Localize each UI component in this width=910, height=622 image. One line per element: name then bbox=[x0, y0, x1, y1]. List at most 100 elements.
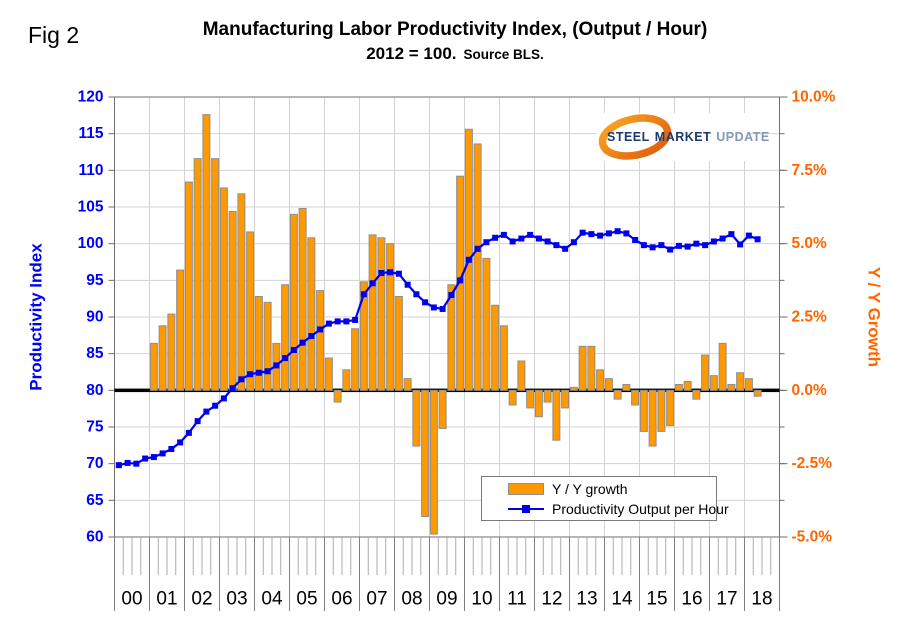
yy-growth-bar bbox=[342, 369, 351, 391]
x-axis-year-label: 15 bbox=[646, 589, 667, 610]
yy-growth-bar bbox=[727, 383, 736, 391]
yy-growth-bar bbox=[149, 342, 158, 391]
x-axis-year-label: 07 bbox=[366, 589, 387, 610]
productivity-line-marker bbox=[614, 228, 621, 235]
productivity-line-marker bbox=[212, 402, 219, 409]
productivity-line-marker bbox=[308, 333, 315, 340]
yy-growth-bar bbox=[429, 389, 438, 535]
yy-growth-bar bbox=[394, 295, 403, 391]
yy-growth-bar bbox=[368, 234, 377, 391]
x-axis-year-label: 11 bbox=[507, 589, 527, 610]
productivity-line-marker bbox=[465, 256, 472, 263]
productivity-line-marker bbox=[404, 281, 411, 288]
x-axis-year-label: 05 bbox=[296, 589, 317, 610]
yy-growth-bar bbox=[421, 389, 430, 517]
yy-growth-bar bbox=[184, 181, 193, 391]
productivity-line-marker bbox=[719, 235, 726, 242]
productivity-line-marker bbox=[317, 326, 324, 333]
productivity-line-marker bbox=[282, 355, 289, 362]
productivity-line-swatch-icon bbox=[508, 504, 544, 513]
logo-word-steel: STEEL bbox=[607, 130, 650, 144]
yy-growth-bar bbox=[193, 158, 202, 391]
x-axis-year-label: 13 bbox=[576, 589, 597, 610]
productivity-line-marker bbox=[588, 231, 595, 238]
productivity-line-marker bbox=[413, 291, 420, 298]
yy-growth-bar bbox=[254, 295, 263, 391]
yy-growth-bar bbox=[289, 213, 298, 391]
yy-growth-bar bbox=[237, 193, 246, 391]
yy-growth-swatch-icon bbox=[508, 482, 544, 495]
left-axis-tick-label: 90 bbox=[86, 309, 103, 326]
productivity-line-marker bbox=[632, 237, 639, 243]
productivity-line-marker bbox=[702, 242, 709, 249]
productivity-line-marker bbox=[194, 418, 201, 425]
productivity-line-marker bbox=[255, 369, 262, 376]
productivity-line-marker bbox=[203, 408, 210, 415]
right-axis-tick-label: -2.5% bbox=[792, 455, 833, 472]
yy-growth-bar bbox=[211, 158, 220, 391]
productivity-line-marker bbox=[535, 235, 542, 242]
productivity-line-marker bbox=[115, 462, 122, 469]
productivity-line-marker bbox=[553, 242, 560, 249]
productivity-line-marker bbox=[509, 238, 516, 245]
right-axis-tick-label: -5.0% bbox=[792, 529, 833, 546]
yy-growth-bar bbox=[736, 372, 745, 391]
yy-growth-bar bbox=[307, 237, 316, 391]
yy-growth-bar bbox=[219, 187, 228, 391]
x-axis-year-label: 02 bbox=[191, 589, 212, 610]
left-axis-tick-label: 95 bbox=[86, 272, 104, 289]
left-axis-tick-label: 85 bbox=[86, 345, 104, 362]
yy-growth-bar bbox=[499, 325, 508, 391]
left-axis-tick-label: 120 bbox=[78, 89, 104, 106]
left-axis-tick-label: 65 bbox=[86, 492, 104, 509]
chart-title-block: Manufacturing Labor Productivity Index, … bbox=[110, 18, 800, 64]
right-axis-tick-label: 5.0% bbox=[792, 235, 828, 252]
yy-growth-bar bbox=[683, 381, 692, 391]
productivity-line-marker bbox=[387, 269, 394, 276]
productivity-line-marker bbox=[684, 243, 691, 250]
yy-growth-bar bbox=[403, 378, 412, 391]
productivity-line-marker bbox=[562, 245, 569, 252]
yy-growth-bar bbox=[753, 389, 762, 397]
yy-growth-bar bbox=[324, 357, 333, 391]
productivity-line-marker bbox=[238, 376, 245, 383]
logo-wordmark: STEEL MARKET UPDATE bbox=[607, 130, 770, 144]
x-axis-year-label: 18 bbox=[751, 589, 772, 610]
left-axis-tick-label: 80 bbox=[86, 382, 103, 399]
yy-growth-bar bbox=[534, 389, 543, 418]
yy-growth-bar bbox=[596, 369, 605, 391]
left-axis-tick-label: 75 bbox=[86, 419, 104, 436]
legend-item-productivity: Productivity Output per Hour bbox=[508, 500, 729, 517]
legend: Y / Y growth Productivity Output per Hou… bbox=[481, 476, 729, 521]
yy-growth-bar bbox=[631, 389, 640, 406]
yy-growth-bar bbox=[639, 389, 648, 432]
yy-growth-bar bbox=[526, 389, 535, 409]
yy-growth-bar bbox=[447, 284, 456, 391]
legend-label-yy-growth: Y / Y growth bbox=[552, 480, 628, 497]
x-axis-year-label: 14 bbox=[611, 589, 633, 610]
yy-growth-bar bbox=[377, 237, 386, 391]
right-axis-tick-label: 7.5% bbox=[792, 162, 828, 179]
yy-growth-bar bbox=[613, 389, 622, 400]
productivity-line-marker bbox=[168, 446, 175, 452]
yy-growth-bar bbox=[316, 290, 325, 391]
productivity-line-marker bbox=[570, 239, 577, 246]
logo-word-update: UPDATE bbox=[716, 130, 770, 144]
yy-growth-bar bbox=[281, 284, 290, 391]
yy-growth-bar bbox=[561, 389, 570, 409]
yy-growth-bar bbox=[333, 389, 342, 403]
yy-growth-bar bbox=[674, 383, 683, 391]
productivity-line-marker bbox=[737, 241, 744, 248]
yy-growth-bar bbox=[578, 345, 587, 391]
legend-item-yy-growth: Y / Y growth bbox=[508, 480, 716, 497]
yy-growth-bar bbox=[657, 389, 666, 432]
yy-growth-bar bbox=[298, 207, 307, 391]
productivity-line-marker bbox=[273, 362, 280, 369]
right-axis-tick-label: 0.0% bbox=[792, 382, 828, 399]
productivity-line-marker bbox=[325, 320, 332, 327]
yy-growth-bar bbox=[202, 114, 211, 391]
productivity-line-marker bbox=[150, 454, 157, 461]
productivity-line-marker bbox=[457, 277, 464, 284]
productivity-line-marker bbox=[605, 230, 612, 237]
